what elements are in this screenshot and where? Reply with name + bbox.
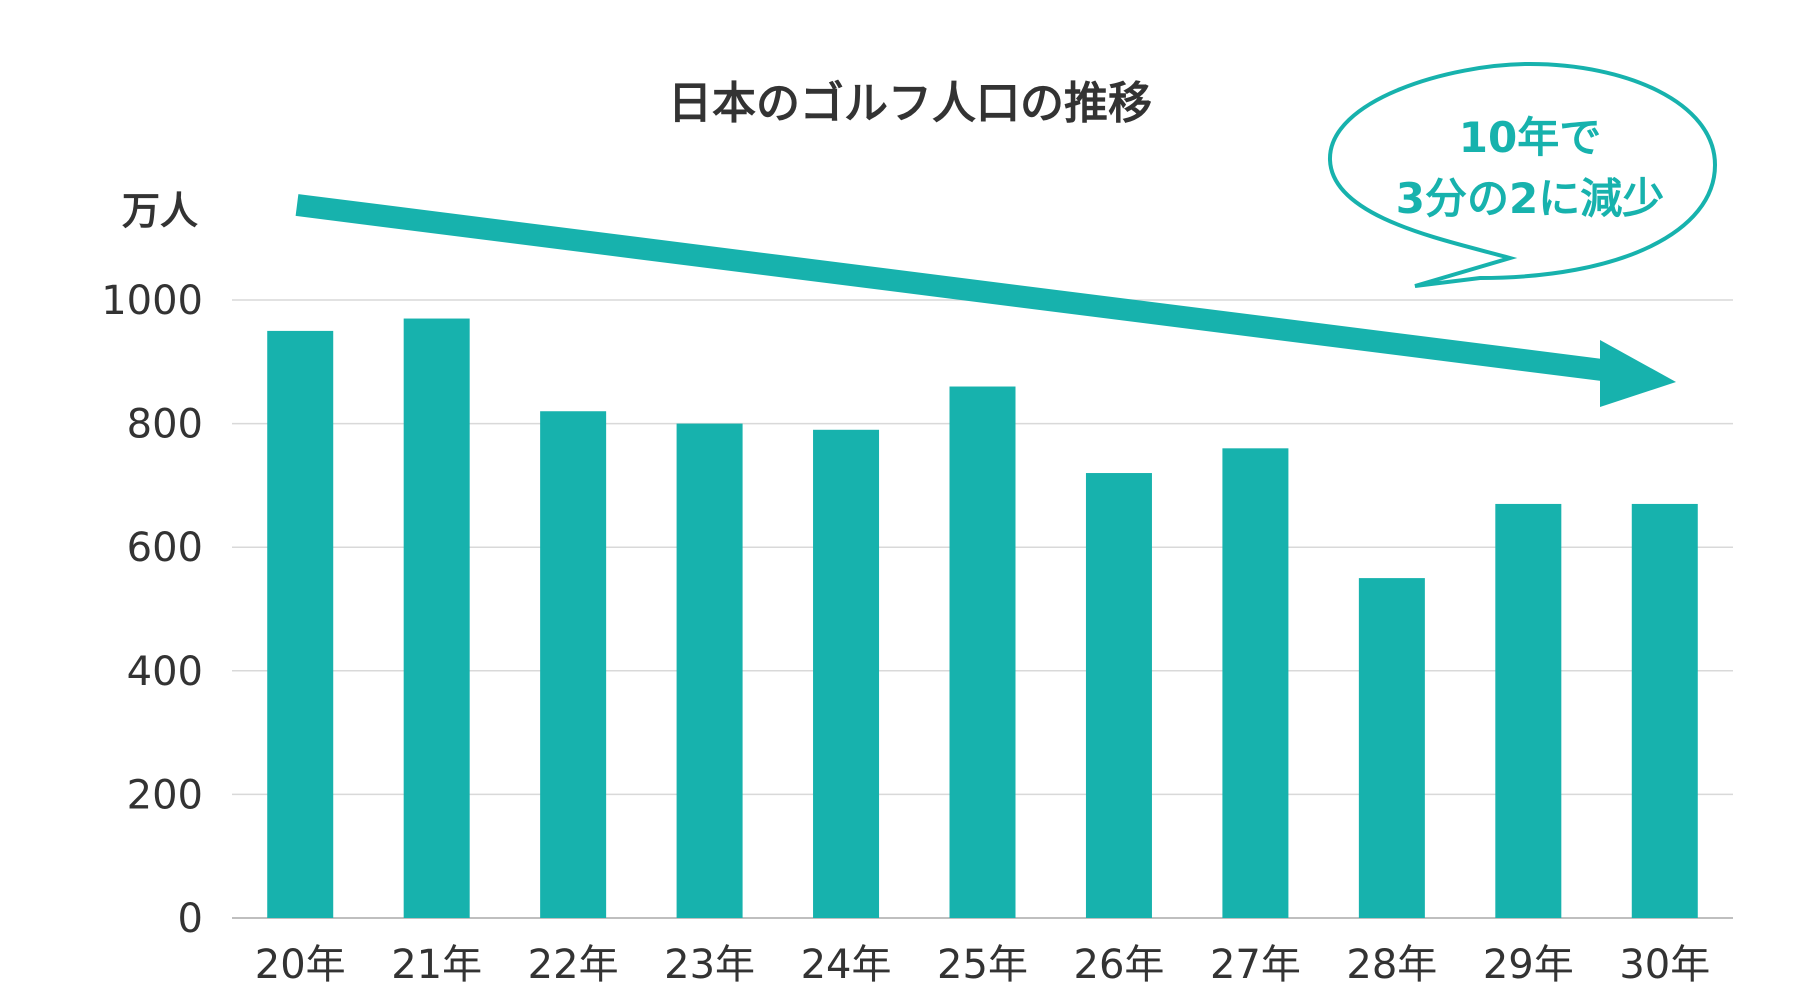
y-tick-label: 200	[127, 772, 203, 818]
trend-arrow-head-icon	[1600, 340, 1676, 407]
annotation-bubble: 10年で 3分の2に減少	[1327, 61, 1718, 288]
bar-21年	[403, 318, 470, 918]
x-tick-label: 25年	[937, 942, 1028, 988]
bar-26年	[1085, 473, 1152, 918]
x-tick-label: 28年	[1346, 942, 1437, 988]
bar-30年	[1631, 503, 1698, 918]
x-tick-label: 23年	[664, 942, 755, 988]
bar-28年	[1358, 578, 1425, 918]
y-tick-label: 0	[178, 896, 203, 942]
x-tick-label: 29年	[1483, 942, 1574, 988]
bar-25年	[949, 386, 1016, 918]
bar-20年	[267, 330, 334, 918]
y-tick-label: 1000	[101, 278, 203, 324]
y-unit-label: 万人	[122, 189, 198, 233]
x-tick-label: 27年	[1210, 942, 1301, 988]
bars	[267, 318, 1698, 918]
x-tick-labels: 20年 21年 22年 23年 24年 25年 26年 27年 28年 29年 30年	[255, 942, 1710, 988]
x-tick-label: 22年	[528, 942, 619, 988]
x-tick-label: 24年	[801, 942, 892, 988]
x-tick-label: 26年	[1074, 942, 1165, 988]
bar-29年	[1495, 503, 1562, 918]
y-tick-label: 400	[127, 649, 203, 695]
y-tick-label: 800	[127, 402, 203, 448]
x-tick-label: 20年	[255, 942, 346, 988]
annotation-line-2: 3分の2に減少	[1396, 174, 1664, 223]
annotation-line-1: 10年で	[1459, 113, 1601, 162]
bar-22年	[540, 411, 607, 918]
x-tick-label: 30年	[1619, 942, 1710, 988]
y-tick-labels: 0 200 400 600 800 1000	[101, 278, 203, 942]
bar-23年	[676, 423, 743, 918]
bar-24年	[813, 429, 880, 918]
x-tick-label: 21年	[391, 942, 482, 988]
trend-arrow-shaft	[295, 194, 1612, 382]
speech-bubble-icon	[1327, 61, 1718, 288]
chart-title: 日本のゴルフ人口の推移	[668, 78, 1152, 129]
bar-27年	[1222, 448, 1289, 918]
trend-arrow	[295, 194, 1676, 407]
y-tick-label: 600	[127, 525, 203, 571]
